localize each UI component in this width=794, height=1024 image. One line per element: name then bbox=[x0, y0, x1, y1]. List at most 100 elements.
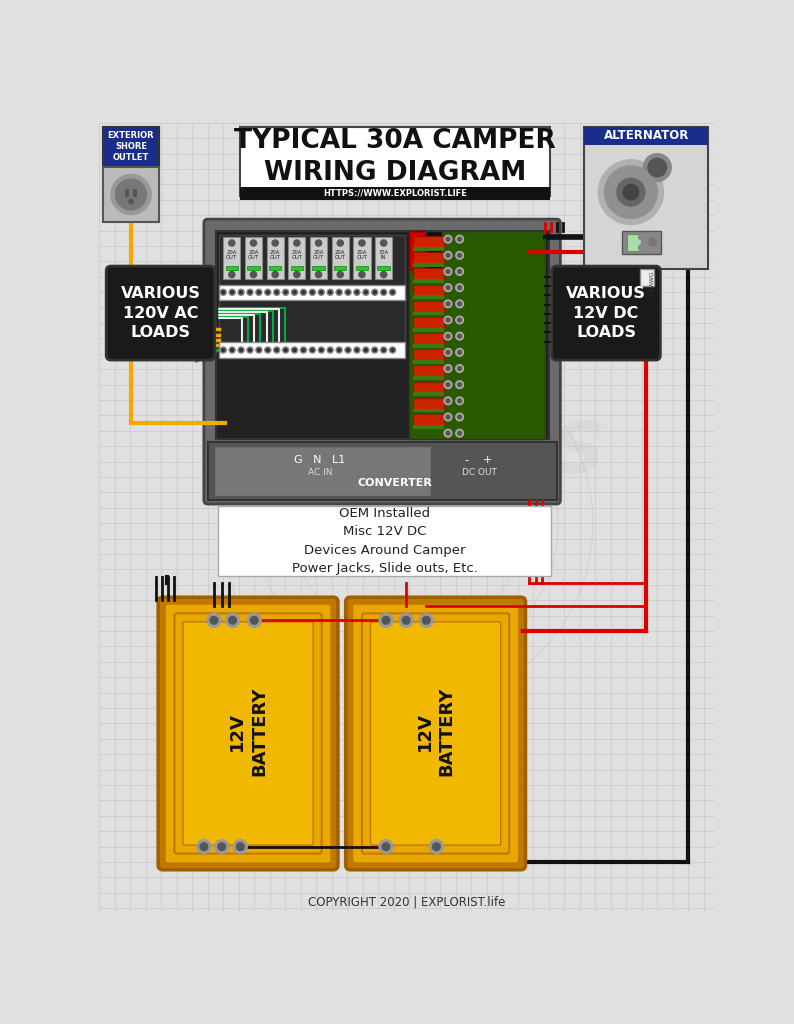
Circle shape bbox=[359, 240, 365, 246]
Bar bbox=[312, 266, 325, 270]
Circle shape bbox=[214, 840, 229, 854]
Bar bbox=[241, 186, 550, 200]
Bar bbox=[103, 127, 159, 167]
Circle shape bbox=[247, 347, 253, 353]
Bar bbox=[640, 269, 654, 286]
Circle shape bbox=[446, 253, 450, 257]
Text: COPYRIGHT 2020 | EXPLORIST.life: COPYRIGHT 2020 | EXPLORIST.life bbox=[308, 896, 506, 908]
Circle shape bbox=[599, 160, 664, 224]
Bar bbox=[214, 446, 431, 497]
Circle shape bbox=[446, 415, 450, 419]
Text: 12V
BATTERY: 12V BATTERY bbox=[415, 686, 456, 776]
Circle shape bbox=[291, 347, 298, 353]
Bar bbox=[622, 230, 661, 254]
Circle shape bbox=[390, 289, 395, 295]
Circle shape bbox=[300, 289, 306, 295]
Circle shape bbox=[318, 347, 325, 353]
Circle shape bbox=[446, 383, 450, 387]
Circle shape bbox=[364, 348, 368, 351]
Text: 20A
OUT: 20A OUT bbox=[291, 250, 303, 260]
Bar bbox=[413, 280, 444, 283]
Bar bbox=[288, 237, 306, 280]
Circle shape bbox=[456, 397, 464, 404]
Text: CONVERTER: CONVERTER bbox=[358, 478, 433, 488]
Circle shape bbox=[456, 316, 464, 324]
Circle shape bbox=[229, 347, 235, 353]
Bar bbox=[332, 237, 349, 280]
Circle shape bbox=[218, 843, 225, 851]
Circle shape bbox=[444, 267, 452, 275]
Text: -    +: - + bbox=[465, 455, 493, 465]
Circle shape bbox=[457, 302, 461, 306]
Text: 20A
OUT: 20A OUT bbox=[335, 250, 346, 260]
Circle shape bbox=[257, 291, 260, 294]
Circle shape bbox=[310, 347, 315, 353]
Circle shape bbox=[240, 348, 243, 351]
Text: 20A
OUT: 20A OUT bbox=[270, 250, 281, 260]
Bar bbox=[413, 414, 444, 425]
Circle shape bbox=[250, 616, 258, 624]
Circle shape bbox=[444, 413, 452, 421]
Bar bbox=[269, 266, 281, 270]
Circle shape bbox=[444, 348, 452, 356]
Circle shape bbox=[359, 271, 365, 278]
Bar bbox=[413, 285, 444, 295]
Bar bbox=[413, 268, 444, 280]
Circle shape bbox=[294, 240, 300, 246]
Circle shape bbox=[336, 347, 342, 353]
Text: DC OUT: DC OUT bbox=[461, 468, 496, 477]
Circle shape bbox=[284, 291, 287, 294]
Circle shape bbox=[379, 840, 393, 854]
Circle shape bbox=[266, 348, 269, 351]
FancyBboxPatch shape bbox=[164, 603, 332, 863]
Bar bbox=[219, 342, 406, 357]
Circle shape bbox=[230, 291, 233, 294]
Text: 12V
BATTERY: 12V BATTERY bbox=[228, 686, 268, 776]
Circle shape bbox=[318, 289, 325, 295]
Bar bbox=[584, 127, 708, 145]
Bar bbox=[413, 316, 444, 328]
Bar bbox=[375, 237, 392, 280]
Circle shape bbox=[293, 291, 296, 294]
Bar bbox=[241, 127, 550, 196]
Circle shape bbox=[456, 413, 464, 421]
Bar bbox=[413, 247, 444, 251]
Bar bbox=[225, 266, 238, 270]
Bar bbox=[413, 409, 444, 413]
Circle shape bbox=[649, 239, 657, 246]
Circle shape bbox=[327, 347, 333, 353]
Bar bbox=[413, 263, 444, 267]
Circle shape bbox=[354, 347, 360, 353]
Bar bbox=[413, 376, 444, 380]
Circle shape bbox=[345, 289, 351, 295]
Circle shape bbox=[345, 347, 351, 353]
Circle shape bbox=[250, 271, 256, 278]
Circle shape bbox=[238, 347, 245, 353]
Circle shape bbox=[229, 289, 235, 295]
Circle shape bbox=[315, 271, 322, 278]
Bar bbox=[356, 266, 368, 270]
Circle shape bbox=[444, 316, 452, 324]
Bar bbox=[219, 234, 406, 346]
Bar bbox=[334, 266, 346, 270]
Circle shape bbox=[197, 840, 211, 854]
Circle shape bbox=[456, 333, 464, 340]
Circle shape bbox=[380, 347, 387, 353]
FancyBboxPatch shape bbox=[158, 597, 338, 869]
Circle shape bbox=[302, 291, 305, 294]
Bar bbox=[413, 392, 444, 396]
Circle shape bbox=[210, 616, 218, 624]
Circle shape bbox=[456, 429, 464, 437]
Circle shape bbox=[229, 271, 235, 278]
Circle shape bbox=[380, 271, 387, 278]
Circle shape bbox=[648, 159, 666, 177]
Circle shape bbox=[337, 291, 341, 294]
Circle shape bbox=[240, 291, 243, 294]
Text: 20A
OUT: 20A OUT bbox=[313, 250, 324, 260]
Circle shape bbox=[229, 616, 237, 624]
Circle shape bbox=[238, 289, 245, 295]
Circle shape bbox=[399, 613, 413, 628]
Text: G   N   L1: G N L1 bbox=[295, 455, 345, 465]
FancyBboxPatch shape bbox=[362, 613, 509, 854]
Circle shape bbox=[291, 289, 298, 295]
